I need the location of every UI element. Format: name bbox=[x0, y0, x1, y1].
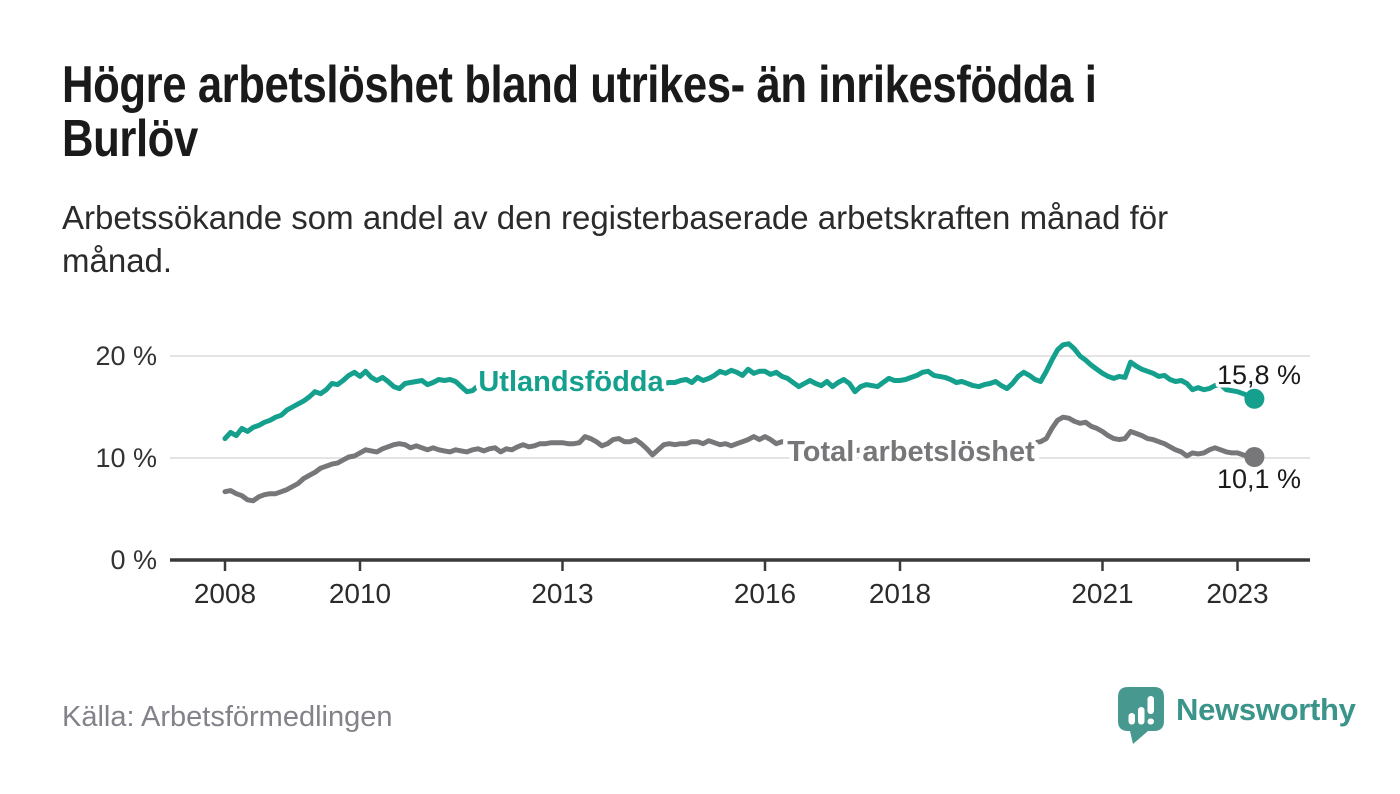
series-line-1 bbox=[222, 414, 1257, 504]
y-axis-label: 20 % bbox=[95, 341, 157, 371]
end-value-label-0: 15,8 % bbox=[1217, 360, 1301, 390]
y-axis-label: 0 % bbox=[110, 545, 157, 575]
end-value-label-1: 10,1 % bbox=[1217, 464, 1301, 494]
page-title: Högre arbetslöshet bland utrikes- än inr… bbox=[62, 56, 1097, 168]
x-axis-label: 2021 bbox=[1071, 578, 1133, 609]
x-axis-label: 2008 bbox=[194, 578, 256, 609]
page-subtitle: Arbetssökande som andel av den registerb… bbox=[62, 199, 1169, 279]
series-end-dot-1 bbox=[1244, 447, 1265, 467]
x-axis-label: 2016 bbox=[734, 578, 796, 609]
y-axis-label: 10 % bbox=[95, 443, 157, 473]
newsworthy-logo: Newsworthy bbox=[1118, 687, 1356, 745]
series-end-dot-0 bbox=[1244, 388, 1265, 409]
x-axis-label: 2010 bbox=[329, 578, 391, 609]
x-axis-label: 2023 bbox=[1206, 578, 1268, 609]
newsworthy-wordmark: Newsworthy bbox=[1176, 692, 1356, 727]
newsworthy-pin-icon bbox=[1118, 687, 1164, 744]
series-label-0: Utlandsfödda bbox=[478, 366, 664, 398]
series-line-0 bbox=[222, 341, 1257, 442]
x-axis-label: 2018 bbox=[869, 578, 931, 609]
series-label-1: Total arbetslöshet bbox=[787, 436, 1035, 468]
source-note: Källa: Arbetsförmedlingen bbox=[62, 701, 393, 733]
x-axis-label: 2013 bbox=[531, 578, 593, 609]
unemployment-line-chart: 0 % 10 % 20 % 2008 2010 2013 2016 2018 2021 2023 U… bbox=[95, 341, 1310, 609]
